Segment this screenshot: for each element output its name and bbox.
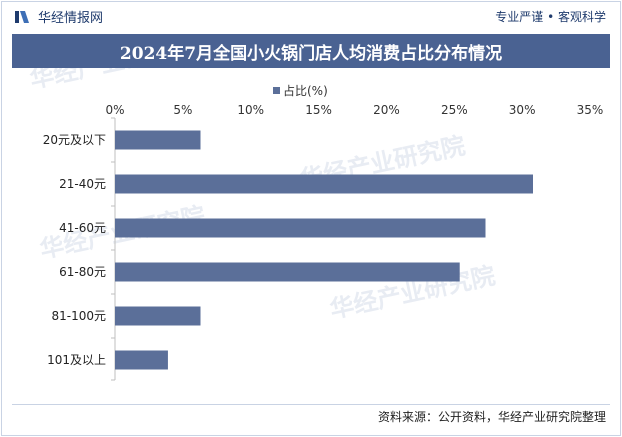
- slogan: 专业严谨 • 客观科学: [495, 10, 606, 24]
- x-tick-label: 10%: [237, 103, 264, 117]
- x-tick-label: 15%: [305, 103, 332, 117]
- brand-name: 华经情报网: [38, 11, 104, 26]
- top-bar: 华经情报网 专业严谨 • 客观科学: [2, 2, 620, 28]
- bar-chart: 华经产业研究院华经产业研究院华经产业研究院华经产业研究院占比(%)0%5%10%…: [27, 68, 604, 381]
- x-tick-label: 35%: [577, 103, 604, 117]
- category-label: 101及以上: [47, 353, 106, 367]
- x-tick-label: 30%: [509, 103, 536, 117]
- bar: [115, 130, 201, 150]
- category-label: 41-60元: [59, 221, 106, 235]
- bar: [115, 350, 168, 370]
- bar: [115, 218, 486, 238]
- title-bar: 2024年7月全国小火锅门店人均消费占比分布情况: [12, 34, 610, 68]
- x-tick-label: 0%: [105, 103, 124, 117]
- brand: 华经情报网: [14, 7, 103, 26]
- watermark: 华经产业研究院: [27, 68, 197, 94]
- category-label: 21-40元: [59, 177, 106, 191]
- chart-title: 2024年7月全国小火锅门店人均消费占比分布情况: [119, 43, 503, 64]
- divider: [12, 404, 610, 405]
- x-tick-label: 20%: [373, 103, 400, 117]
- bar: [115, 306, 201, 326]
- category-label: 61-80元: [59, 265, 106, 279]
- legend-label: 占比(%): [283, 83, 328, 98]
- category-label: 20元及以下: [43, 133, 106, 147]
- source-note: 资料来源：公开资料，华经产业研究院整理: [377, 410, 606, 424]
- legend-swatch: [273, 87, 280, 94]
- brand-logo-icon: [15, 10, 29, 23]
- x-tick-label: 25%: [441, 103, 468, 117]
- bar: [115, 262, 460, 282]
- x-tick-label: 5%: [173, 103, 192, 117]
- bar: [115, 174, 533, 194]
- category-label: 81-100元: [51, 309, 106, 323]
